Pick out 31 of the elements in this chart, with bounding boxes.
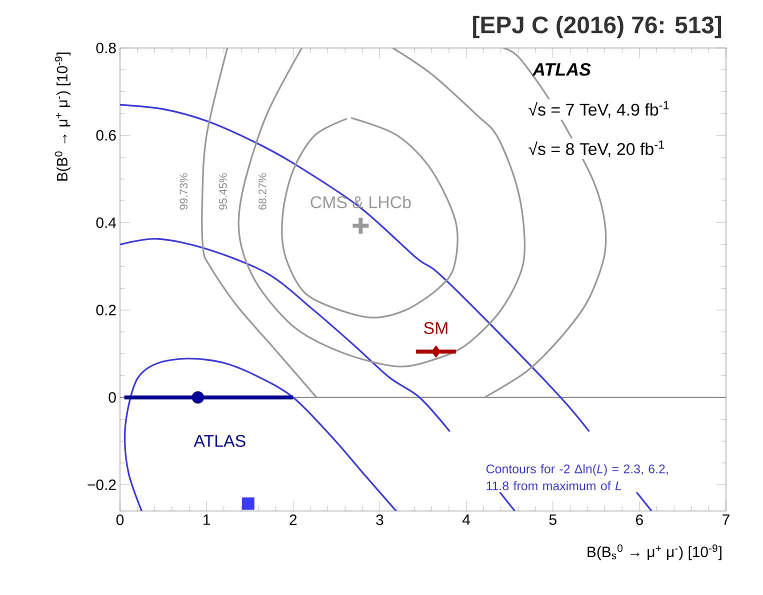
y-tick-label: 0	[108, 392, 116, 403]
annotation: 99.73%	[180, 173, 188, 210]
y-tick-label: 0.6	[96, 130, 116, 141]
annotation: 95.45%	[219, 173, 227, 210]
line-series	[124, 358, 398, 511]
x-tick-label: 1	[204, 514, 210, 525]
annotation: √s = 8 TeV, 20 fb$^{-1}$	[528, 140, 664, 158]
annotation: Contours for -2 Δln(L) = 2.3, 6.2, 11.8 from maximum of L	[486, 464, 668, 490]
series-label: SM	[424, 322, 448, 334]
series-label: ATLAS	[194, 434, 246, 447]
point	[431, 345, 441, 358]
y-tick-label: −0.2	[88, 480, 116, 490]
y-tick-label: 0.4	[96, 217, 116, 228]
x-tick-label: 7	[722, 514, 730, 525]
y-tick-label: 0.8	[96, 42, 116, 54]
x-tick-label: 3	[376, 514, 384, 526]
x-tick-label: 6	[636, 514, 643, 526]
point	[350, 216, 371, 236]
text: B(B$^{0}$ → μ$^{+}$ μ$^{-}$) [10$^{-9}$]	[54, 52, 70, 181]
text: B(B$_{s}$$^{0}$ → μ$^{+}$ μ$^{-}$) [10$^{-9}$]	[588, 544, 722, 560]
x-tick-label: 4	[462, 514, 470, 525]
chart-title: [EPJ C (2016) 76: 513]	[473, 16, 722, 38]
x-tick-label: 0	[116, 514, 124, 526]
x-tick-label: 2	[290, 514, 297, 525]
y-tick-label: 0.2	[96, 304, 116, 316]
point	[192, 391, 204, 404]
point	[242, 497, 254, 510]
annotation: 68.27%	[258, 173, 266, 210]
x-tick-label: 5	[549, 514, 556, 525]
annotation: √s = 7 TeV, 4.9 fb$^{-1}$	[528, 101, 669, 118]
annotation: ATLAS	[532, 63, 591, 76]
